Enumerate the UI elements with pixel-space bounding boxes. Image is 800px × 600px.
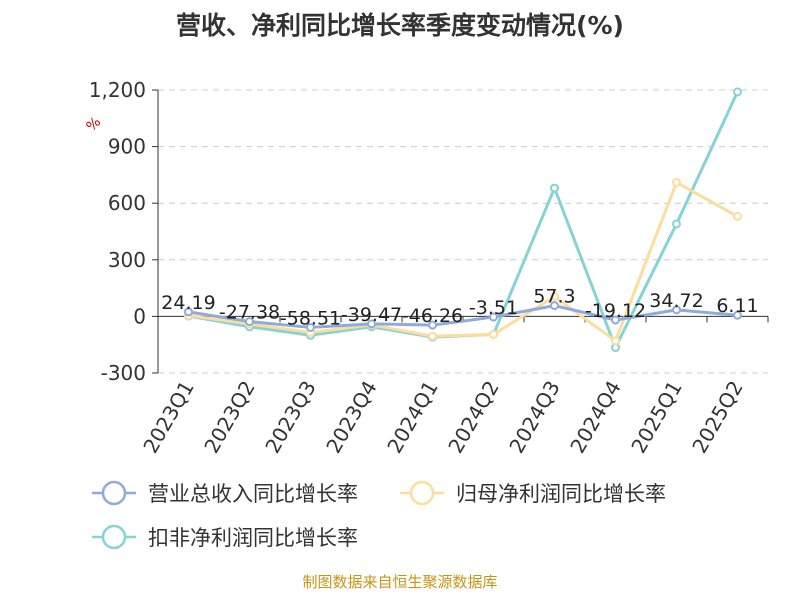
data-point	[672, 305, 681, 315]
legend-label: 营业总收入同比增长率	[148, 482, 358, 506]
data-point	[489, 329, 498, 339]
data-label: -27.38	[219, 302, 280, 324]
data-point	[428, 320, 437, 330]
x-tick-label: 2024Q4	[565, 377, 625, 458]
data-point	[184, 307, 193, 317]
data-label: -3.51	[469, 297, 518, 319]
data-point	[367, 319, 376, 329]
legend-label: 归母净利润同比增长率	[456, 482, 666, 506]
data-label: -19.12	[585, 300, 646, 322]
data-point	[489, 312, 498, 322]
data-label: -46.26	[402, 305, 463, 327]
y-tick-label: 900	[108, 135, 146, 159]
data-point	[733, 310, 742, 320]
data-point	[550, 292, 559, 302]
data-labels: 24.19 -27.38 -58.51 -39.47 -46.26 -3.51 57.3 -1…	[161, 286, 758, 330]
x-tick-label: 2023Q2	[199, 377, 259, 458]
data-source-footer: 制图数据来自恒生聚源数据库	[302, 573, 498, 591]
data-point	[550, 301, 559, 311]
data-point	[733, 87, 742, 97]
legend-label: 扣非净利润同比增长率	[148, 526, 358, 550]
legend-marker	[101, 524, 127, 550]
grid-lines	[158, 89, 768, 374]
data-label: 34.72	[649, 290, 703, 312]
legend-item[interactable]: 归母净利润同比增长率	[400, 480, 666, 506]
y-axis-unit: %	[84, 114, 105, 135]
x-tick-label: 2024Q1	[382, 377, 442, 458]
data-label: -39.47	[341, 304, 402, 326]
y-tick-label: -300	[101, 361, 146, 385]
y-tick-label: 1,200	[89, 78, 146, 102]
legend-marker	[409, 480, 435, 506]
data-point	[672, 177, 681, 187]
series-lines	[184, 87, 742, 353]
data-point	[245, 317, 254, 327]
data-label: 24.19	[161, 292, 215, 314]
data-point	[611, 315, 620, 325]
x-tick-label: 2024Q2	[443, 377, 503, 458]
legend-marker	[101, 480, 127, 506]
data-point	[672, 219, 681, 229]
series-line	[188, 304, 738, 329]
data-point	[306, 322, 315, 332]
y-tick-label: 300	[108, 248, 146, 272]
data-point	[733, 211, 742, 221]
y-tick-label: 0	[133, 304, 146, 328]
x-tick-label: 2025Q1	[626, 377, 686, 458]
series-line	[188, 180, 739, 343]
data-label: 6.11	[716, 295, 758, 317]
x-tick-label: 2023Q3	[260, 377, 320, 458]
x-tick-label: 2025Q2	[687, 377, 747, 458]
data-point	[428, 331, 437, 341]
legend-item[interactable]: 扣非净利润同比增长率	[92, 524, 358, 550]
x-tick-label: 2023Q4	[321, 377, 381, 458]
data-point	[611, 336, 620, 346]
data-point	[550, 183, 559, 193]
data-label: -58.51	[280, 307, 341, 329]
y-tick-label: 600	[108, 191, 146, 215]
x-tick-label: 2024Q3	[504, 377, 564, 458]
legend-item[interactable]: 营业总收入同比增长率	[92, 480, 358, 506]
chart-title: 营收、净利同比增长率季度变动情况(%)	[176, 11, 624, 40]
x-tick-label: 2023Q1	[138, 377, 198, 458]
data-label: 57.3	[533, 286, 575, 308]
